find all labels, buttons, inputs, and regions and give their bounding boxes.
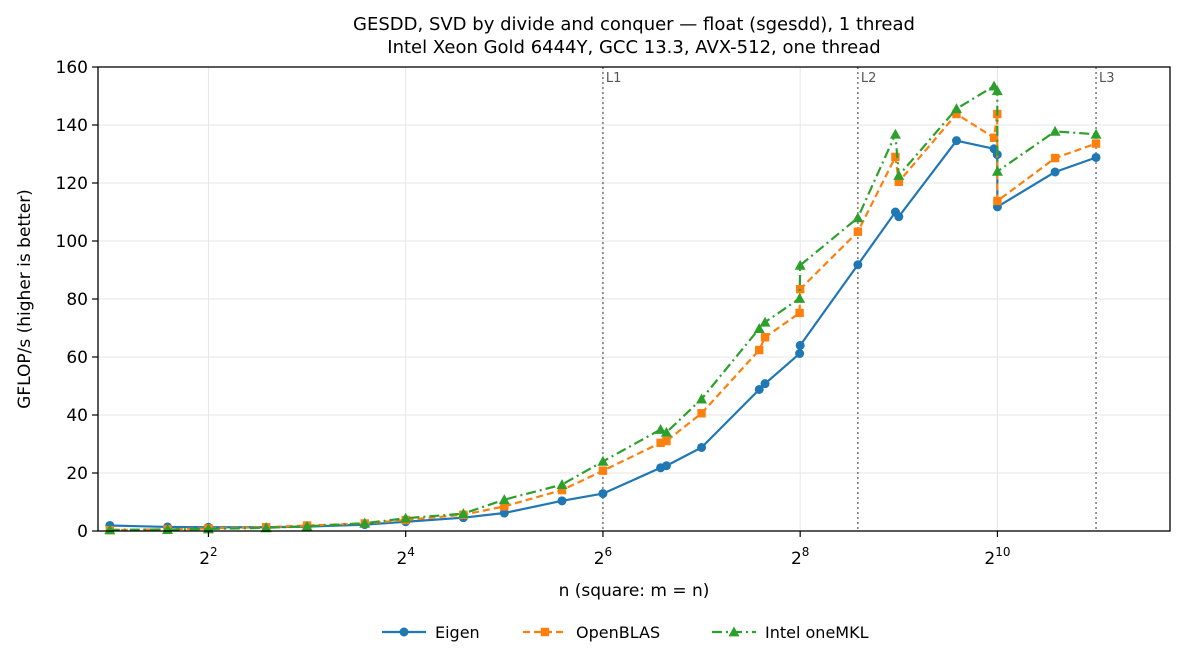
data-point xyxy=(696,393,708,404)
data-point xyxy=(598,466,608,475)
chart-title: GESDD, SVD by divide and conquer — float… xyxy=(353,14,915,35)
vlines: L1 L2 L3 xyxy=(602,67,1115,531)
series-line xyxy=(109,112,1097,532)
data-point xyxy=(760,379,770,389)
data-point xyxy=(400,512,412,523)
data-point xyxy=(500,502,509,511)
legend-marker xyxy=(399,627,409,637)
data-point xyxy=(891,152,900,162)
y-axis: 0 20 40 60 80 100 120 140 160 xyxy=(56,58,98,542)
data-point xyxy=(1050,153,1060,163)
data-point xyxy=(660,426,672,437)
data-point xyxy=(662,436,671,446)
data-point xyxy=(697,442,707,452)
y-tick-label: 80 xyxy=(66,290,88,310)
data-point xyxy=(852,212,864,223)
data-point xyxy=(889,128,901,139)
legend-label: Eigen xyxy=(435,623,480,642)
data-point xyxy=(951,136,961,146)
data-point xyxy=(597,455,609,466)
data-point xyxy=(894,177,903,187)
data-point xyxy=(1091,152,1101,162)
data-point xyxy=(795,340,805,350)
data-point xyxy=(894,212,904,222)
grid xyxy=(98,66,1170,532)
data-point xyxy=(989,133,999,142)
data-point xyxy=(794,292,806,303)
data-point xyxy=(359,517,371,528)
data-point xyxy=(661,461,671,471)
data-point xyxy=(853,227,863,236)
y-axis-label: GFLOP/s (higher is better) xyxy=(15,189,35,409)
x-tick-label: 26 xyxy=(594,545,612,569)
data-point xyxy=(755,345,764,355)
chart-subtitle: Intel Xeon Gold 6444Y, GCC 13.3, AVX-512… xyxy=(387,37,880,58)
data-point xyxy=(598,489,608,499)
data-point xyxy=(753,323,765,333)
x-tick-label: 24 xyxy=(396,545,414,569)
vline-label: L2 xyxy=(861,71,877,86)
y-tick-label: 100 xyxy=(56,232,88,252)
data-point xyxy=(760,333,770,342)
data-point xyxy=(104,524,116,535)
vline-label: L1 xyxy=(606,71,622,86)
y-tick-label: 60 xyxy=(66,348,88,368)
series-intel-onemkl xyxy=(104,80,1102,535)
y-tick-label: 0 xyxy=(77,522,88,542)
data-point xyxy=(556,479,568,489)
vline-label: L3 xyxy=(1099,71,1115,86)
x-tick-label: 210 xyxy=(984,545,1010,569)
data-point xyxy=(795,308,804,318)
series-group xyxy=(104,80,1102,535)
data-point xyxy=(794,259,806,270)
data-point xyxy=(301,520,313,531)
data-point xyxy=(759,316,771,327)
legend-marker xyxy=(540,627,550,637)
data-point xyxy=(1090,128,1102,139)
x-tick-label: 22 xyxy=(199,545,217,569)
legend: Eigen OpenBLAS Intel oneMKL xyxy=(382,623,869,642)
data-point xyxy=(993,196,1002,206)
data-point xyxy=(1091,139,1101,148)
data-point xyxy=(1050,167,1060,177)
data-point xyxy=(260,522,272,533)
y-tick-label: 40 xyxy=(66,406,88,426)
data-point xyxy=(655,424,667,434)
x-axis: 22 24 26 28 210 xyxy=(199,531,1010,569)
data-point xyxy=(656,438,665,448)
data-point xyxy=(991,165,1003,176)
data-point xyxy=(991,85,1003,96)
data-point xyxy=(498,494,510,505)
y-tick-label: 140 xyxy=(56,116,88,136)
y-tick-label: 120 xyxy=(56,174,88,194)
y-tick-label: 160 xyxy=(56,58,88,78)
legend-label: OpenBLAS xyxy=(576,623,660,642)
data-point xyxy=(853,260,863,270)
data-point xyxy=(893,169,905,180)
legend-marker xyxy=(728,626,740,637)
y-tick-label: 20 xyxy=(66,464,88,484)
data-point xyxy=(950,103,962,114)
data-point xyxy=(557,485,567,495)
x-axis-label: n (square: m = n) xyxy=(559,581,710,601)
data-point xyxy=(754,384,764,394)
x-tick-label: 28 xyxy=(791,545,809,569)
data-point xyxy=(952,109,961,119)
legend-label: Intel oneMKL xyxy=(765,623,869,642)
data-point xyxy=(1049,125,1061,136)
data-point xyxy=(457,508,469,518)
data-point xyxy=(697,409,706,418)
data-point xyxy=(557,496,567,506)
data-point xyxy=(795,349,805,359)
data-point xyxy=(499,508,509,518)
